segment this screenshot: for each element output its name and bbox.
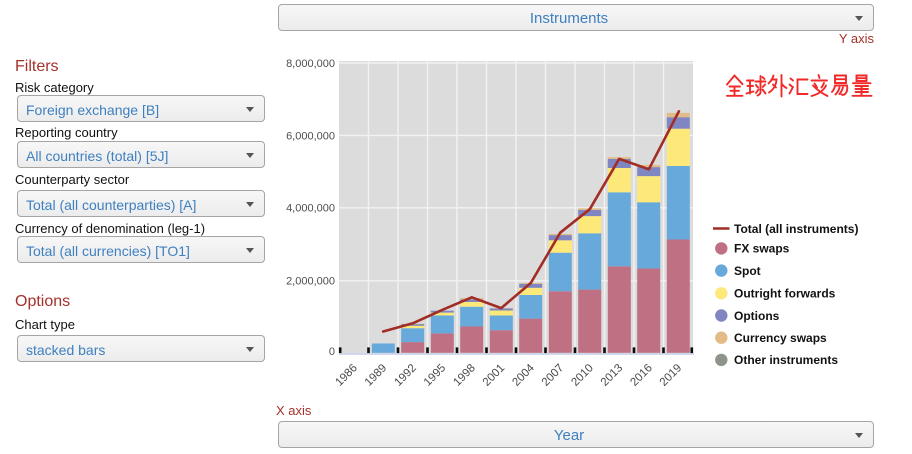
- svg-text:0: 0: [329, 346, 335, 358]
- svg-text:2019: 2019: [658, 362, 685, 389]
- svg-text:Options: Options: [734, 309, 780, 323]
- svg-text:FX swaps: FX swaps: [734, 242, 790, 256]
- svg-text:2,000,000: 2,000,000: [286, 276, 335, 288]
- svg-text:Currency swaps: Currency swaps: [734, 331, 827, 345]
- svg-text:Spot: Spot: [734, 264, 761, 278]
- svg-text:Outright forwards: Outright forwards: [734, 287, 836, 301]
- svg-text:2004: 2004: [510, 362, 537, 389]
- svg-text:1989: 1989: [363, 362, 390, 389]
- svg-text:Total (all instruments): Total (all instruments): [734, 222, 858, 236]
- svg-text:2016: 2016: [628, 362, 655, 389]
- svg-text:6,000,000: 6,000,000: [286, 130, 335, 142]
- svg-text:4,000,000: 4,000,000: [286, 203, 335, 215]
- svg-text:2007: 2007: [540, 362, 567, 389]
- svg-text:2010: 2010: [569, 362, 596, 389]
- svg-text:2013: 2013: [599, 362, 626, 389]
- svg-text:1998: 1998: [451, 362, 478, 389]
- svg-text:2001: 2001: [481, 362, 508, 389]
- svg-text:1986: 1986: [333, 362, 360, 389]
- svg-text:8,000,000: 8,000,000: [286, 58, 335, 70]
- svg-text:1992: 1992: [392, 362, 419, 389]
- svg-text:Other instruments: Other instruments: [734, 353, 838, 367]
- svg-text:1995: 1995: [422, 362, 449, 389]
